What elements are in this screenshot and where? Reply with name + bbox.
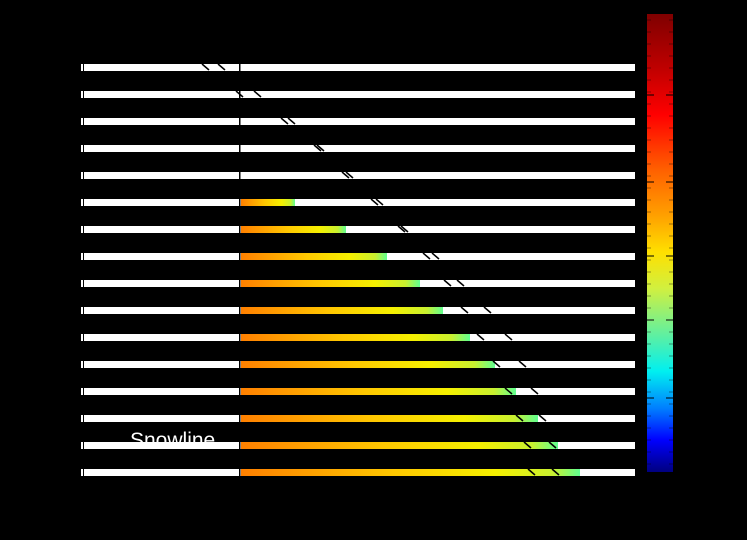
strip-row [81, 145, 635, 152]
strip-row [81, 199, 635, 206]
snowline-label: Snowline [130, 429, 216, 452]
strip-row [81, 415, 635, 422]
strip-row [81, 334, 635, 341]
strip-row [81, 64, 635, 71]
strip-row [81, 280, 635, 287]
strip-rows [81, 64, 635, 476]
strip-row [81, 307, 635, 314]
strip-row [81, 469, 635, 476]
strip-row [81, 226, 635, 233]
strip-row [81, 118, 635, 125]
dashed-lines [201, 63, 560, 476]
strip-row [81, 388, 635, 395]
strip-row [81, 253, 635, 260]
strip-row [81, 442, 635, 449]
colorbar [647, 14, 673, 472]
strip-row [81, 361, 635, 368]
strip-row [81, 91, 635, 98]
strip-row [81, 172, 635, 179]
